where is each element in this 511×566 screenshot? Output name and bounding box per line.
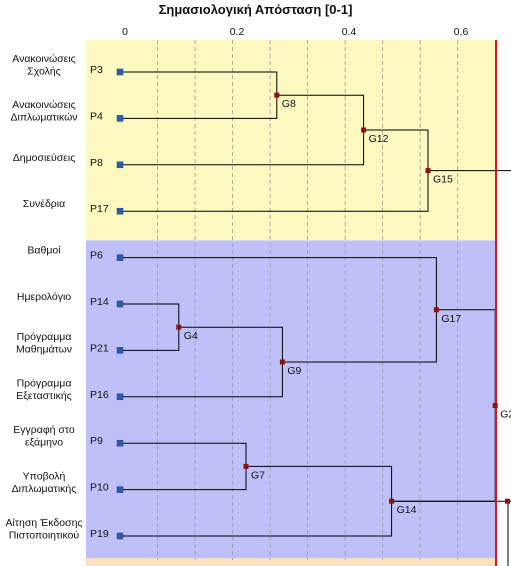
leaf-label: Δημοσιεύσεις — [13, 152, 76, 164]
chart-title: Σημασιολογική Απόσταση [0-1] — [158, 2, 353, 17]
merge-node-label: G7 — [251, 469, 265, 481]
cluster-band — [86, 240, 495, 558]
leaf-label: Διπλωματικών — [10, 112, 77, 124]
cluster-band — [86, 40, 495, 241]
leaf-marker — [116, 115, 124, 122]
branch-line — [120, 71, 278, 96]
leaf-label: Ανακοινώσεις — [12, 53, 75, 65]
leaf-id: P21 — [90, 342, 109, 354]
merge-node-marker — [243, 463, 249, 469]
merge-node-marker — [492, 403, 498, 408]
leaf-id: P10 — [90, 482, 109, 494]
leaf-id: P6 — [90, 250, 103, 262]
leaf-label: Πρόγραμμα — [17, 378, 72, 390]
merge-node-label: G8 — [282, 98, 296, 110]
merge-node-marker — [389, 498, 395, 504]
branch-line — [282, 309, 437, 363]
leaf-label: εξάμηνο — [25, 436, 63, 448]
merge-node-marker — [176, 324, 182, 330]
leaf-marker — [116, 68, 124, 76]
branch-line — [120, 501, 393, 537]
axis-tick-label: 0.4 — [342, 26, 357, 38]
merge-node-label: G2 — [500, 409, 511, 421]
leaf-marker — [116, 532, 124, 540]
leaf-label: Βαθμοί — [27, 245, 61, 257]
branch-line — [120, 95, 278, 119]
leaf-marker — [116, 347, 124, 354]
branch-line — [276, 94, 365, 130]
axis-tick-label: 0.2 — [230, 26, 245, 38]
leaf-marker — [116, 393, 124, 401]
branch-line — [363, 129, 429, 171]
merge-node-marker — [361, 127, 367, 133]
leaf-label: Αίτηση Έκδοσης — [6, 517, 83, 529]
leaf-label: Υποβολή — [23, 470, 66, 482]
branch-line — [120, 257, 437, 310]
leaf-marker — [116, 300, 124, 308]
leaf-id: P16 — [90, 389, 109, 401]
branch-line — [120, 327, 180, 351]
merge-node-marker — [274, 92, 280, 98]
branch-line — [120, 442, 247, 467]
merge-node-label: G12 — [369, 133, 389, 145]
merge-node-marker — [433, 307, 439, 313]
leaf-id: P19 — [90, 528, 109, 540]
leaf-marker — [116, 486, 124, 493]
leaf-label: Πρόγραμμα — [17, 331, 72, 343]
leaf-id: P14 — [90, 296, 109, 308]
leaf-id: P9 — [90, 435, 103, 447]
axis-tick-label: 0,6 — [454, 26, 469, 38]
merge-node-marker — [505, 498, 510, 504]
branch-line — [120, 466, 247, 491]
branch-line — [120, 303, 180, 328]
branch-line — [120, 170, 429, 212]
leaf-id: P3 — [90, 64, 103, 76]
axis-tick-label: 0 — [122, 26, 128, 38]
leaf-marker — [116, 161, 124, 169]
leaf-label: Εξεταστικής — [16, 390, 72, 402]
leaf-label: Εγγραφή στο — [13, 424, 75, 436]
merge-node-label: G14 — [397, 504, 417, 516]
leaf-label: Ανακοινώσεις — [12, 99, 75, 111]
merge-node-marker — [425, 168, 431, 174]
cluster-band — [86, 558, 495, 566]
leaf-label: Μαθημάτων — [16, 344, 72, 356]
branch-line — [246, 465, 393, 502]
leaf-id: P4 — [90, 110, 103, 122]
leaf-id: P8 — [90, 157, 103, 169]
merge-node-label: G15 — [433, 174, 453, 186]
branch-line — [178, 326, 283, 362]
merge-node-label: G9 — [287, 365, 301, 377]
leaf-marker — [116, 439, 124, 447]
branch-line — [120, 130, 365, 166]
branch-line — [120, 362, 283, 398]
leaf-label: Διπλωματικής — [12, 483, 77, 495]
leaf-label: Πιστοποιητικού — [9, 529, 80, 541]
merge-node-label: G17 — [441, 313, 461, 325]
leaf-label: Συνέδρια — [23, 198, 65, 210]
leaf-label: Ημερολόγιο — [17, 291, 71, 303]
merge-node-label: G4 — [184, 330, 198, 342]
leaf-id: P17 — [90, 203, 109, 215]
leaf-marker — [116, 254, 124, 261]
merge-node-marker — [279, 359, 285, 365]
leaf-label: Σχολής — [27, 65, 61, 77]
leaf-marker — [116, 207, 124, 215]
